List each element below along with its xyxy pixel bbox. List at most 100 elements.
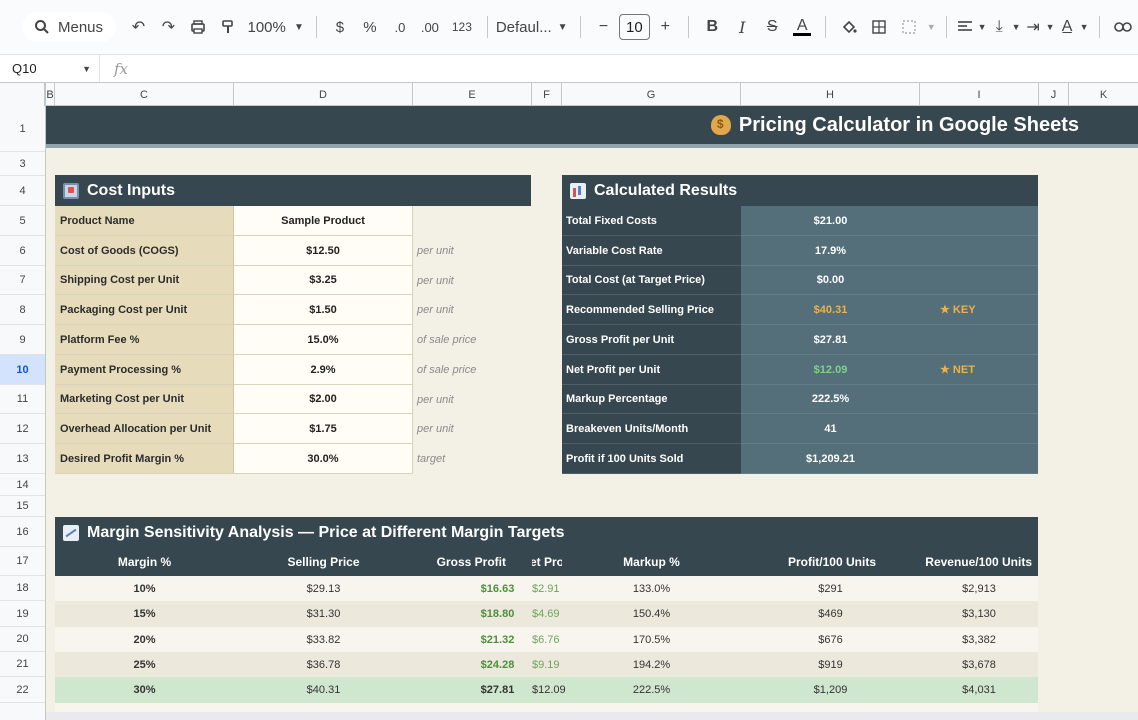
selling-price-cell[interactable]: $33.82 [306, 633, 341, 646]
result-label[interactable]: Recommended Selling Price [562, 295, 741, 325]
input-label[interactable]: Overhead Allocation per Unit [55, 414, 234, 444]
row-header-19[interactable]: 19 [0, 601, 45, 627]
result-value[interactable]: $27.81 [741, 325, 920, 355]
net-profit-cell[interactable]: $4.69 [532, 608, 560, 620]
column-header-c[interactable]: C [55, 83, 234, 106]
text-color-icon[interactable]: A [787, 12, 817, 42]
zoom-dropdown-icon[interactable]: ▼ [294, 21, 304, 33]
net-profit-cell[interactable]: $12.09 [532, 684, 566, 696]
undo-icon[interactable]: ↶ [131, 19, 146, 36]
row-header-9[interactable]: 9 [0, 325, 45, 355]
row-header-6[interactable]: 6 [0, 236, 45, 266]
text-rotation-icon[interactable]: A̲ [1061, 18, 1073, 35]
row-header-3[interactable]: 3 [0, 152, 45, 176]
row-header-10[interactable]: 10 [0, 355, 45, 385]
input-value[interactable]: 2.9% [234, 355, 413, 385]
merge-cells-icon[interactable] [894, 12, 924, 42]
input-label[interactable]: Platform Fee % [55, 325, 234, 355]
merge-dropdown-icon[interactable]: ▼ [926, 22, 936, 32]
revenue-100-cell[interactable]: $2,913 [962, 582, 996, 595]
input-value[interactable]: 30.0% [234, 444, 413, 474]
profit-100-cell[interactable]: $469 [818, 608, 843, 620]
row-header-1[interactable]: 1 [0, 106, 45, 152]
result-label[interactable]: Net Profit per Unit [562, 355, 741, 385]
result-label[interactable]: Markup Percentage [562, 385, 741, 414]
row-header-16[interactable]: 16 [0, 517, 45, 547]
column-header-b[interactable]: B [46, 83, 55, 106]
gross-profit-cell[interactable]: $16.63 [480, 582, 515, 595]
column-header-j[interactable]: J [1039, 83, 1069, 106]
increase-decimal-button[interactable]: .00 [415, 12, 445, 42]
text-rotation-dropdown-icon[interactable]: ▼ [1079, 22, 1089, 32]
result-label[interactable]: Gross Profit per Unit [562, 325, 741, 355]
formula-input[interactable] [128, 55, 1138, 83]
profit-100-cell[interactable]: $676 [818, 633, 843, 646]
column-header-g[interactable]: G [562, 83, 741, 106]
row-header-22[interactable]: 22 [0, 677, 45, 703]
result-tag[interactable] [920, 266, 1038, 295]
result-value[interactable]: 41 [741, 414, 920, 444]
input-label[interactable]: Payment Processing % [55, 355, 234, 385]
margin-cell[interactable]: 25% [133, 658, 156, 671]
result-label[interactable]: Variable Cost Rate [562, 236, 741, 266]
column-header-revenue-100[interactable]: Revenue/100 Units [925, 554, 1032, 569]
result-label[interactable]: Total Cost (at Target Price) [562, 266, 741, 295]
result-value[interactable]: $21.00 [741, 206, 920, 236]
result-value[interactable]: 222.5% [741, 385, 920, 414]
sheet-grid[interactable]: Pricing Calculator in Google Sheets Cost… [46, 106, 1138, 720]
paint-format-icon[interactable] [213, 12, 243, 42]
row-header-18[interactable]: 18 [0, 576, 45, 601]
decrease-decimal-button[interactable]: .0 [385, 12, 415, 42]
result-tag[interactable] [920, 385, 1038, 414]
result-value-key[interactable]: $40.31 [741, 295, 920, 325]
result-value[interactable]: 17.9% [741, 236, 920, 266]
row-header-20[interactable]: 20 [0, 627, 45, 652]
selling-price-cell[interactable]: $29.13 [306, 582, 341, 595]
result-label[interactable]: Profit if 100 Units Sold [562, 444, 741, 474]
zoom-select[interactable]: 100% [243, 12, 290, 42]
input-label[interactable]: Marketing Cost per Unit [55, 385, 234, 414]
name-box[interactable]: Q10 ▼ [0, 54, 100, 83]
input-value[interactable]: Sample Product [234, 206, 413, 236]
vertical-align-dropdown-icon[interactable]: ▼ [1011, 22, 1021, 32]
markup-cell[interactable]: 170.5% [632, 633, 671, 646]
row-header-12[interactable]: 12 [0, 414, 45, 444]
horizontal-align-dropdown-icon[interactable]: ▼ [977, 22, 987, 32]
column-header-profit-100[interactable]: Profit/100 Units [787, 554, 876, 569]
column-header-selling-price[interactable]: Selling Price [287, 554, 360, 569]
profit-100-cell[interactable]: $1,209 [813, 684, 848, 696]
row-header-11[interactable]: 11 [0, 385, 45, 414]
result-tag[interactable] [920, 236, 1038, 266]
horizontal-scrollbar[interactable] [46, 712, 1138, 720]
row-header-21[interactable]: 21 [0, 652, 45, 677]
number-format-button[interactable]: 123 [445, 12, 479, 42]
selling-price-cell[interactable]: $40.31 [306, 684, 341, 696]
font-select[interactable]: Defaul... [496, 12, 554, 42]
revenue-100-cell[interactable]: $4,031 [962, 684, 996, 696]
input-label[interactable]: Product Name [55, 206, 234, 236]
column-header-gross-profit[interactable]: Gross Profit [436, 554, 506, 569]
result-value-net[interactable]: $12.09 [741, 355, 920, 385]
column-header-net-profit[interactable]: et Pro [532, 554, 562, 569]
select-all-corner[interactable] [0, 83, 46, 106]
margin-cell[interactable]: 20% [133, 633, 156, 646]
row-header-7[interactable]: 7 [0, 266, 45, 295]
margin-cell[interactable]: 15% [133, 608, 156, 620]
result-value[interactable]: $0.00 [741, 266, 920, 295]
revenue-100-cell[interactable]: $3,382 [962, 633, 996, 646]
result-tag[interactable] [920, 414, 1038, 444]
row-header-4[interactable]: 4 [0, 176, 45, 206]
row-header-17[interactable]: 17 [0, 547, 45, 576]
column-header-margin[interactable]: Margin % [117, 554, 172, 569]
input-value[interactable]: $1.75 [234, 414, 413, 444]
strikethrough-icon[interactable]: S [766, 18, 778, 35]
profit-100-cell[interactable]: $919 [818, 658, 843, 671]
font-size-decrease-button[interactable]: − [598, 18, 609, 35]
profit-100-cell[interactable]: $291 [818, 582, 843, 595]
selling-price-cell[interactable]: $31.30 [306, 608, 341, 620]
text-wrap-dropdown-icon[interactable]: ▼ [1045, 22, 1055, 32]
text-wrap-icon[interactable]: ⇥ [1026, 19, 1040, 36]
markup-cell[interactable]: 150.4% [632, 608, 671, 620]
margin-cell[interactable]: 10% [133, 582, 156, 595]
input-label[interactable]: Cost of Goods (COGS) [55, 236, 234, 266]
